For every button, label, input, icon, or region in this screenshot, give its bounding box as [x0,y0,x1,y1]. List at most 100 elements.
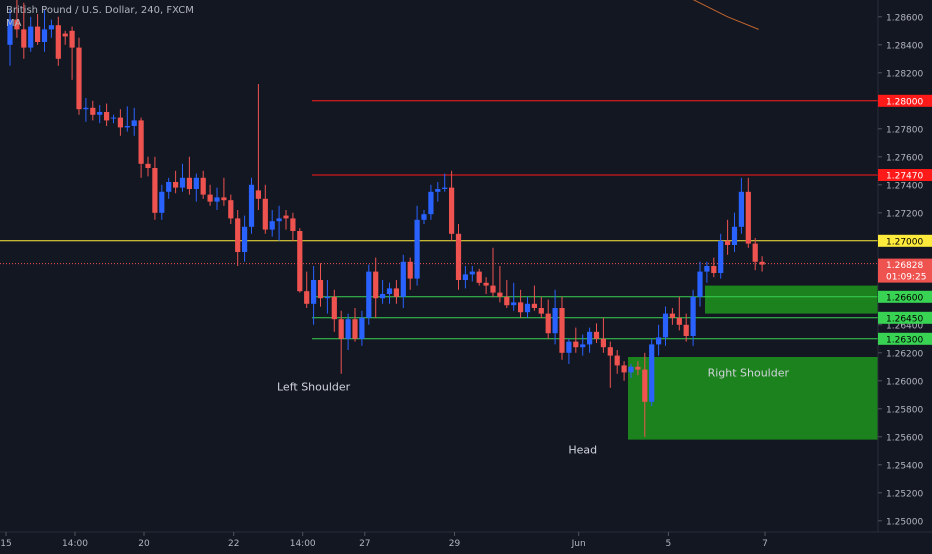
y-tick-label: 1.27200 [886,209,923,219]
candle-up [400,261,406,297]
candle-up [552,308,558,334]
candle-down [483,282,489,286]
candle-up [41,29,48,42]
candle-up [110,117,117,119]
candle-up [649,344,655,402]
candle-up [48,25,54,30]
last-price-badge [878,258,932,283]
level-badge-label: 1.26300 [886,335,923,345]
candle-down [504,296,510,306]
level-badge-label: 1.26600 [886,293,923,303]
candle-layer [7,0,765,437]
x-tick-label: 22 [228,539,239,549]
candle-up [524,303,531,313]
candle-down [607,347,613,356]
y-tick-label: 1.27400 [886,181,923,191]
candle-up [166,182,172,192]
indicator-label[interactable]: MA [6,18,22,29]
annotation-label: Head [568,444,597,457]
candle-down [545,313,551,334]
candle-down [55,25,61,59]
candle-up [421,214,427,220]
candle-down [676,317,682,325]
candle-down [228,200,234,219]
candle-down [759,261,765,265]
candle-down [593,331,600,339]
candle-down [642,369,648,402]
annotation-label: Right Shoulder [708,367,790,380]
candle-down [455,233,462,280]
candle-down [669,313,675,318]
level-badge-resistance [878,94,932,107]
candle-down [393,288,399,297]
y-tick-label: 1.25400 [886,461,923,471]
candle-up [587,331,593,345]
y-tick-label: 1.25000 [886,517,923,527]
candle-down [290,218,296,231]
x-tick-label: 7 [762,539,768,549]
candle-up [656,337,662,345]
candle-down [407,261,413,279]
y-tick-label: 1.26200 [886,349,923,359]
time-axis[interactable]: 15 14:00 20 22 14:00 27 29 Jun 5 7 [0,532,768,549]
candle-up [269,221,275,230]
candle-down [145,163,151,168]
candle-down [725,240,731,245]
candle-up [214,197,220,202]
level-badge-resistance [878,169,932,181]
level-badge-label: 1.27000 [886,237,923,247]
candle-up [628,366,634,373]
candle-down [117,117,123,128]
candle-down [490,285,496,293]
candle-up [366,271,372,318]
y-tick-label: 1.25800 [886,405,923,415]
y-tick-label: 1.27800 [886,125,923,135]
candle-down [152,168,158,213]
candle-down [745,191,751,244]
level-badge-pivot [878,234,932,247]
candle-down [331,296,337,320]
level-badge-support [878,332,932,345]
candle-down [476,271,482,283]
candle-down [559,308,565,353]
candle-down [21,29,27,48]
x-tick-label: 14:00 [290,539,316,549]
candle-up [469,271,475,275]
zone-layer [628,285,878,440]
candle-down [35,26,41,42]
price-badges: 1.28000 1.27470 1.27000 1.26600 1.26450 1.263… [878,94,932,345]
candle-up [324,296,330,299]
symbol-title[interactable]: British Pound / U.S. Dollar, 240, FXCM [6,5,194,16]
candle-up [566,341,572,353]
candle-up [97,112,103,115]
candle-down [14,19,20,30]
candle-up [311,280,317,304]
candle-down [352,319,358,339]
countdown-label: 01:09:25 [886,273,926,283]
candle-down [518,302,524,313]
candle-down [600,338,606,348]
candle-down [317,280,324,299]
candle-up [580,344,586,348]
candle-up [428,191,434,215]
candle-up [276,218,282,222]
candle-up [738,191,744,227]
x-tick-label: Jun [571,539,586,549]
candle-down [497,292,503,297]
candle-down [138,120,144,164]
candle-up [442,187,448,189]
price-axis[interactable]: 1.28600 1.28400 1.28200 1.27800 1.27600 1.274… [878,13,923,527]
candle-up [124,126,130,128]
x-tick-label: 27 [359,539,370,549]
level-badge-label: 1.26450 [886,314,923,324]
candle-down [573,341,579,348]
candle-up [414,219,420,279]
candle-up [380,294,386,299]
candle-up [718,240,724,273]
zone-lower-zone [628,357,878,440]
candle-up [7,19,13,45]
candle-up [159,191,165,213]
candle-down [221,197,227,201]
